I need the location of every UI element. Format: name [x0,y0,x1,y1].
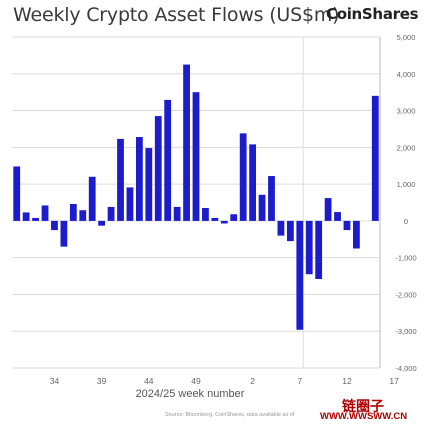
bar [51,220,58,231]
bar [145,148,153,221]
bar [135,137,143,221]
y-tick-label: 1,000 [397,180,416,189]
chart-title: Weekly Crypto Asset Flows (US$m) [13,4,340,26]
bar [296,220,304,330]
x-tick-label: 17 [389,376,399,386]
bar [98,220,106,226]
bar [154,116,162,221]
y-tick-label: 0 [404,217,408,226]
bar [41,205,49,221]
x-tick-label: 2 [250,376,255,386]
x-tick-label: 49 [191,376,201,386]
x-tick-label: 39 [97,376,107,386]
bar [315,220,323,279]
bar [230,214,238,221]
x-axis-ticks: 34 39 44 49 2 7 12 17 [50,376,399,386]
bar [79,210,87,221]
bar [371,95,379,221]
bars [13,64,379,330]
bar [192,92,200,221]
bar [353,220,360,249]
bar [126,187,134,221]
bar [268,176,275,221]
x-tick-label: 44 [144,376,154,386]
y-tick-label: -4,000 [395,364,416,373]
watermark-text: 链圈子 [342,399,384,415]
y-tick-label: 3,000 [397,107,416,116]
y-tick-label: 4,000 [397,70,416,79]
bar [305,220,313,275]
bar [286,220,294,242]
coinshares-logo: CoinShares [326,5,419,23]
source-note: Source: Bloomberg, CoinShares, data avai… [165,412,295,418]
x-tick-label: 7 [297,376,302,386]
bar [69,203,77,221]
y-tick-label: 2,000 [397,143,416,152]
y-tick-label: -2,000 [395,290,416,299]
bar [32,217,39,221]
bar [334,212,341,221]
watermark-logo: 链圈子 WWW.WWSWW.CN [318,396,424,424]
bar [202,208,209,221]
x-axis-label: 2024/25 week number [135,388,245,400]
bar [88,176,96,221]
bar [249,144,257,221]
bar [239,133,247,221]
y-tick-label: -3,000 [395,327,416,336]
bar [258,194,266,221]
watermark-url: WWW.WWSWW.CN [320,411,408,422]
bar [164,99,172,221]
bar [13,166,21,221]
bar [324,198,332,221]
bar [22,212,30,221]
x-tick-label: 34 [50,376,60,386]
bar [277,220,285,236]
bar [211,217,219,221]
bar [220,220,228,224]
y-tick-label: 5,000 [397,33,416,42]
bar [60,220,68,247]
x-tick-label: 12 [342,376,352,386]
bar [117,138,124,221]
y-axis-ticks: 5,000 4,000 3,000 2,000 1,000 0 -1,000 -2,000 -3… [395,33,416,373]
bar [183,64,190,221]
bar [173,206,181,221]
bar [343,220,351,231]
bar [107,206,115,221]
y-tick-label: -1,000 [395,254,416,263]
